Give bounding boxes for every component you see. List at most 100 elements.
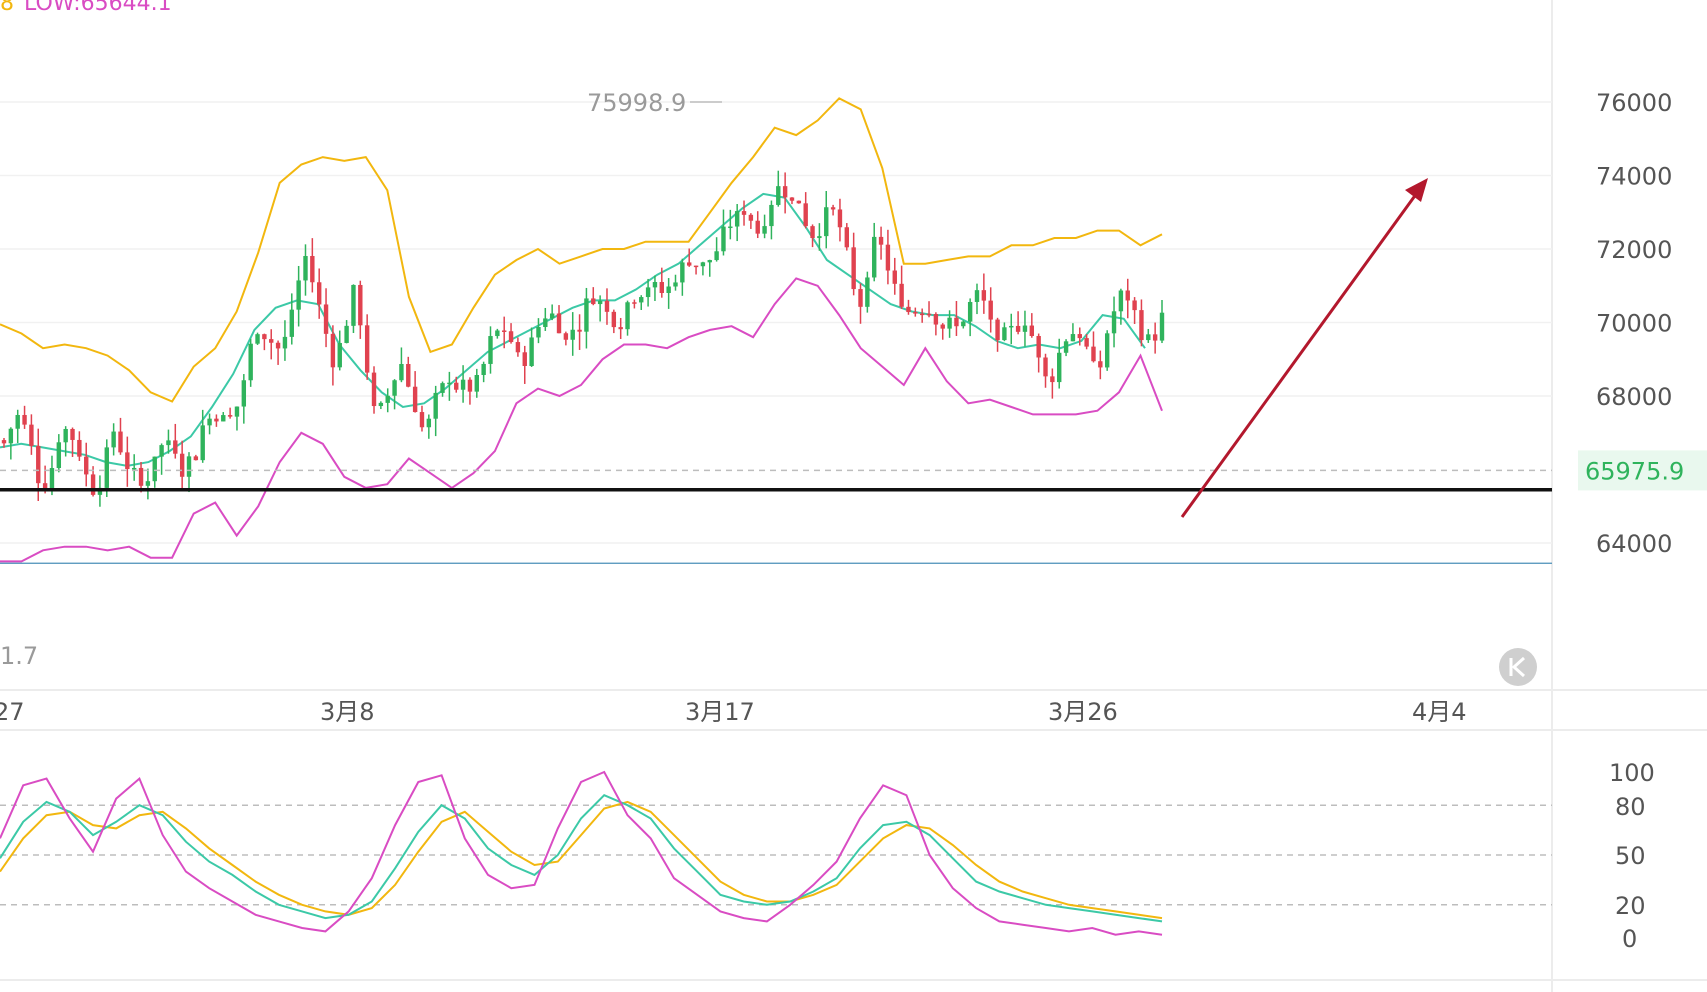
candle-body xyxy=(741,211,747,215)
candle-body xyxy=(70,428,75,440)
candle-body xyxy=(145,481,151,486)
candle-body xyxy=(131,467,137,470)
candle-body xyxy=(207,418,212,426)
candle-body xyxy=(961,321,966,327)
candle-body xyxy=(673,282,678,287)
oscillator-tick-label: 0 xyxy=(1622,925,1637,953)
candle-body xyxy=(269,339,274,343)
candle-body xyxy=(632,302,637,304)
candle-body xyxy=(1015,325,1021,332)
collapse-icon xyxy=(1509,656,1526,678)
candle-body xyxy=(8,428,14,444)
candle-body xyxy=(392,380,397,396)
candle-body xyxy=(940,324,945,329)
candle-body xyxy=(221,415,226,422)
candle-body xyxy=(1084,338,1089,347)
oscillator-d-line xyxy=(0,800,1163,920)
candle-body xyxy=(1002,327,1007,341)
candle-body xyxy=(118,431,123,453)
candle-body xyxy=(1029,325,1035,336)
candle-body xyxy=(536,327,541,338)
oscillator-tick-label: 80 xyxy=(1615,793,1646,821)
candle-body xyxy=(693,265,699,268)
candle-body xyxy=(707,260,712,263)
candle-body xyxy=(166,440,171,446)
candle-body xyxy=(974,290,980,302)
candle-body xyxy=(1070,334,1076,342)
candle-body xyxy=(995,319,1000,341)
candle-body xyxy=(316,282,322,305)
candle-body xyxy=(885,244,891,271)
candle-body xyxy=(159,445,164,457)
candle-body xyxy=(36,445,41,484)
date-axis: 27 3月8 3月17 3月26 4月4 xyxy=(0,698,1467,726)
bollinger-lower-line xyxy=(0,277,1163,563)
oscillator-tick-label: 50 xyxy=(1615,842,1646,870)
candle-body xyxy=(769,204,774,227)
candle-body xyxy=(42,483,48,490)
candle-body xyxy=(248,343,253,381)
candle-body xyxy=(1146,334,1151,341)
price-levels xyxy=(0,469,1552,564)
candle-body xyxy=(789,197,795,201)
forecast-arrow-line xyxy=(1180,185,1424,518)
legend-prefix: 8 xyxy=(0,0,14,16)
candle-body xyxy=(262,334,267,340)
candle-body xyxy=(488,336,493,364)
candle-body xyxy=(872,236,877,278)
bollinger-upper-line xyxy=(0,97,1163,403)
candle-body xyxy=(782,186,788,198)
candle-body xyxy=(865,277,870,307)
candle-body xyxy=(1111,311,1117,334)
candle-body xyxy=(817,236,822,239)
candle-body xyxy=(1057,352,1062,383)
candle-body xyxy=(385,395,390,403)
candle-body xyxy=(412,386,418,413)
price-tick-label: 68000 xyxy=(1596,383,1672,411)
candle-body xyxy=(214,418,219,422)
candle-body xyxy=(803,203,808,227)
candle-body xyxy=(933,314,939,325)
candle-body xyxy=(481,363,486,376)
collapse-button-bg[interactable] xyxy=(1499,648,1537,686)
candle-body xyxy=(591,298,596,305)
candle-body xyxy=(810,226,815,239)
candle-body xyxy=(200,425,205,461)
candle-body xyxy=(440,383,445,393)
candle-body xyxy=(666,286,671,294)
candle-body xyxy=(330,333,336,368)
candle-body xyxy=(296,280,301,310)
candle-body xyxy=(84,456,89,475)
oscillator-tick-label: 100 xyxy=(1609,759,1655,787)
candle-body xyxy=(1,440,7,444)
candle-body xyxy=(1098,361,1103,368)
candle-body xyxy=(645,287,651,298)
candle-body xyxy=(755,220,760,234)
high-annotation-label: 75998.9 xyxy=(587,89,686,117)
candle-body xyxy=(796,200,802,204)
chart-annotations: 65975.9 75998.9 1.7 xyxy=(0,89,1707,670)
candle-body xyxy=(406,364,411,387)
candle-body xyxy=(714,251,719,261)
candle-body xyxy=(419,412,425,428)
candle-body xyxy=(700,262,706,267)
collapse-button[interactable] xyxy=(1499,648,1537,686)
candle-body xyxy=(22,414,27,425)
candle-body xyxy=(104,447,109,488)
candle-body xyxy=(502,330,507,332)
candle-body xyxy=(454,382,459,390)
candle-body xyxy=(378,402,384,407)
candle-body xyxy=(878,236,884,245)
candle-body xyxy=(899,283,904,307)
candle-body xyxy=(762,226,767,234)
candle-body xyxy=(1077,334,1082,339)
candle-body xyxy=(597,300,603,305)
candle-body xyxy=(1152,334,1158,341)
candle-body xyxy=(495,330,500,337)
candle-body xyxy=(919,313,925,316)
candle-body xyxy=(49,468,55,490)
candle-body xyxy=(906,306,911,313)
candle-body xyxy=(337,342,342,368)
candle-body xyxy=(460,379,466,390)
